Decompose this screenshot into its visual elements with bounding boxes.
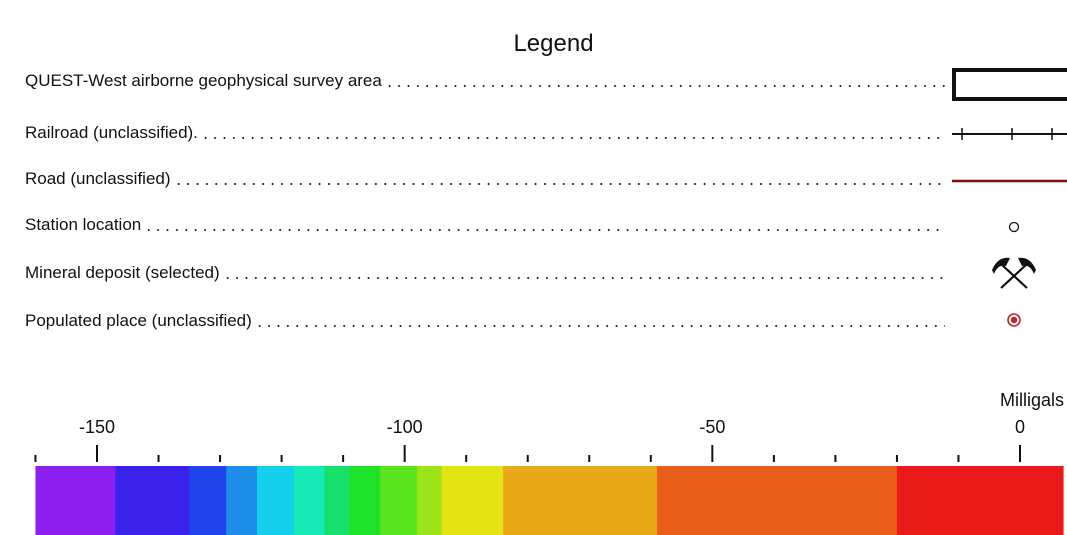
scale-unit-label: Milligals	[999, 390, 1065, 410]
color-band	[256, 466, 295, 535]
legend-row-station: Station location	[25, 213, 945, 237]
tick-label: 0	[1014, 417, 1026, 437]
color-band	[503, 466, 658, 535]
tick-label: -50	[699, 417, 726, 437]
legend-row-railroad: Railroad (unclassified).	[25, 121, 945, 145]
legend-row-road: Road (unclassified)	[25, 167, 945, 191]
legend-label-survey-area: QUEST-West airborne geophysical survey a…	[25, 71, 382, 90]
color-band	[115, 466, 190, 535]
legend-row-mineral-deposit: Mineral deposit (selected)	[25, 261, 945, 285]
red-dot-circle-icon	[1007, 313, 1021, 327]
dot-leader	[384, 84, 945, 88]
dot-leader	[173, 182, 945, 186]
color-band	[293, 466, 326, 535]
legend-row-survey-area: QUEST-West airborne geophysical survey a…	[25, 69, 945, 93]
open-circle-icon	[1008, 221, 1020, 233]
dot-leader	[222, 276, 945, 280]
legend-label-station: Station location	[25, 215, 142, 234]
color-band	[189, 466, 227, 535]
color-band	[226, 466, 258, 535]
color-band	[896, 466, 1064, 535]
color-band	[324, 466, 350, 535]
legend-label-populated-place: Populated place (unclassified)	[25, 311, 252, 330]
legend-title: Legend	[513, 30, 594, 57]
color-band	[349, 466, 381, 535]
color-band	[656, 466, 898, 535]
dot-leader	[254, 324, 945, 328]
tick-label: -100	[386, 417, 423, 437]
crossed-picks-icon	[992, 257, 1036, 289]
color-band	[441, 466, 504, 535]
legend-label-railroad: Railroad (unclassified).	[25, 123, 198, 142]
tick-label: -150	[78, 417, 116, 437]
color-band	[380, 466, 418, 535]
legend-symbols	[952, 68, 1067, 327]
dot-leader	[200, 136, 945, 140]
color-band	[416, 466, 443, 535]
color-band	[35, 466, 116, 535]
legend-label-road: Road (unclassified)	[25, 169, 171, 188]
legend-label-mineral-deposit: Mineral deposit (selected)	[25, 263, 220, 282]
railroad-line-icon	[952, 128, 1067, 140]
legend-row-populated-place: Populated place (unclassified)	[25, 309, 945, 333]
dot-leader	[144, 228, 945, 232]
survey-area-rectangle-icon	[952, 68, 1067, 101]
